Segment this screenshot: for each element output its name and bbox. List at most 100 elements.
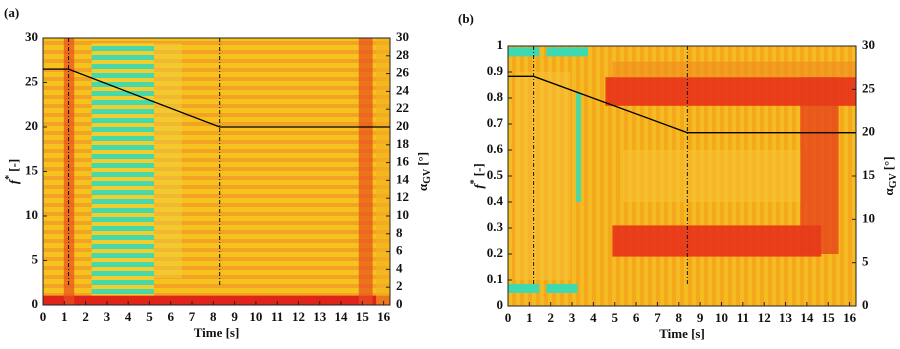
- y2-axis-label: αGV [°]: [415, 152, 433, 191]
- y-tick-label: 0.4: [487, 193, 504, 208]
- y-label-unit: [-]: [471, 163, 486, 176]
- x-tick-label: 4: [125, 309, 132, 324]
- y-tick-label: 0.9: [487, 63, 504, 78]
- guide-vane-line: [43, 68, 390, 128]
- x-tick-label: 2: [547, 310, 554, 325]
- y2-tick-label: 8: [396, 225, 403, 240]
- x-tick-label: 7: [654, 310, 661, 325]
- spectrogram-texture: [800, 77, 839, 254]
- y2-tick-label: 25: [862, 80, 876, 95]
- y2-tick-label: 16: [396, 154, 410, 169]
- panel-label: (b): [458, 11, 474, 26]
- y-tick-label: 20: [25, 118, 38, 133]
- spectrogram-texture: [154, 43, 182, 279]
- y2-label-unit: [°]: [415, 152, 430, 166]
- x-tick-label: 7: [189, 309, 196, 324]
- x-tick-label: 6: [167, 309, 174, 324]
- y2-tick-label: 14: [396, 171, 410, 186]
- y2-tick-label: 20: [396, 118, 409, 133]
- x-tick-label: 4: [590, 310, 597, 325]
- x-tick-label: 6: [633, 310, 640, 325]
- y2-tick-label: 30: [862, 37, 875, 52]
- y-tick-label: 10: [25, 207, 38, 222]
- spectrogram-texture: [612, 225, 822, 257]
- spectrogram-texture: [358, 38, 373, 305]
- x-tick-label: 1: [526, 310, 533, 325]
- y-tick-label: 0.7: [487, 115, 504, 130]
- y2-label-sub: GV: [888, 173, 899, 189]
- spectrogram-texture: [43, 295, 390, 305]
- spectrogram-texture: [514, 72, 571, 280]
- x-tick-label: 11: [271, 309, 283, 324]
- x-axis-label: Time [s]: [659, 326, 705, 341]
- spectrogram-texture: [612, 61, 856, 78]
- y2-tick-label: 18: [396, 136, 410, 151]
- x-tick-label: 5: [146, 309, 153, 324]
- y2-tick-label: 12: [396, 189, 409, 204]
- y2-tick-label: 5: [862, 254, 869, 269]
- x-tick-label: 9: [231, 309, 238, 324]
- y-axis-label: f* [-]: [469, 163, 486, 188]
- y2-label-sub: GV: [422, 168, 433, 184]
- y2-label-symbol: α: [881, 188, 896, 196]
- y2-tick-label: 10: [396, 207, 409, 222]
- y2-tick-label: 0: [862, 297, 869, 312]
- x-tick-label: 8: [210, 309, 217, 324]
- y2-tick-label: 6: [396, 243, 403, 258]
- x-tick-label: 3: [569, 310, 576, 325]
- x-tick-label: 0: [40, 309, 47, 324]
- y-tick-label: 0.8: [487, 89, 504, 104]
- panel: 0 1 2 3 4 5 6 7 8 9 10 11 12 13 14 15 1600.10.20.30.40.5…: [458, 11, 899, 341]
- y-axis-label: f* [-]: [4, 159, 21, 184]
- spectrogram-texture: [508, 47, 540, 57]
- x-tick-label: 3: [104, 309, 111, 324]
- y-tick-label: 0.3: [487, 219, 504, 234]
- x-tick-label: 8: [676, 310, 683, 325]
- spectrogram-texture: [91, 43, 155, 300]
- y-tick-label: 0.1: [487, 271, 503, 286]
- y2-axis-label: αGV [°]: [881, 156, 899, 195]
- x-tick-label: 1: [61, 309, 68, 324]
- y2-label-symbol: α: [415, 183, 430, 191]
- y-tick-label: 30: [25, 29, 38, 44]
- x-tick-label: 9: [697, 310, 704, 325]
- y2-tick-label: 24: [396, 82, 410, 97]
- guide-vane-line: [508, 75, 856, 134]
- x-tick-label: 15: [822, 310, 836, 325]
- y-tick-label: 25: [25, 73, 39, 88]
- y2-tick-label: 30: [396, 29, 409, 44]
- x-tick-label: 16: [377, 309, 391, 324]
- y-label-sup: *: [469, 179, 480, 184]
- y2-label-unit: [°]: [881, 156, 896, 170]
- spectrogram-texture: [63, 38, 75, 305]
- spectrogram-texture: [546, 47, 589, 57]
- y2-tick-label: 22: [396, 100, 409, 115]
- spectrogram-texture: [622, 150, 801, 202]
- y-tick-label: 0.2: [487, 245, 503, 260]
- x-tick-label: 12: [292, 309, 305, 324]
- y2-tick-label: 10: [862, 210, 875, 225]
- x-tick-label: 12: [758, 310, 771, 325]
- x-tick-label: 14: [335, 309, 349, 324]
- y-label-sup: *: [4, 175, 15, 180]
- spectrogram-texture: [508, 283, 540, 293]
- y-tick-label: 0: [497, 297, 504, 312]
- x-tick-label: 2: [82, 309, 89, 324]
- y-tick-label: 1: [497, 37, 504, 52]
- y2-tick-label: 20: [862, 124, 875, 139]
- panel-label: (a): [4, 5, 19, 20]
- x-tick-label: 11: [737, 310, 749, 325]
- panel: 0 1 2 3 4 5 6 7 8 9 10 11 12 13 14 15 160510152025300246…: [4, 5, 433, 340]
- y2-tick-label: 4: [396, 260, 403, 275]
- y-tick-label: 5: [32, 251, 39, 266]
- y2-tick-label: 26: [396, 65, 410, 80]
- x-tick-label: 10: [249, 309, 262, 324]
- x-tick-label: 0: [505, 310, 512, 325]
- spectrogram-texture: [546, 283, 578, 293]
- spectrogram-texture: [575, 92, 582, 202]
- y-tick-label: 0.5: [487, 167, 504, 182]
- y2-tick-label: 0: [396, 296, 403, 311]
- x-tick-label: 13: [779, 310, 793, 325]
- spectrogram-texture: [376, 38, 390, 305]
